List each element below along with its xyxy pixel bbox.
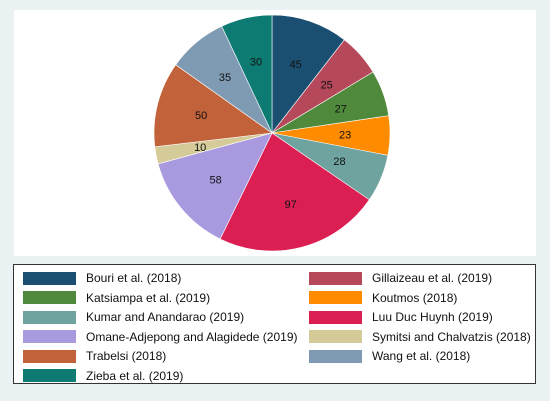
- legend-item-3: Koutmos (2018): [309, 289, 457, 307]
- legend-item-10: Zieba et al. (2019): [23, 367, 183, 385]
- legend-swatch-6: [23, 330, 76, 343]
- pie-slice-label-5: 97: [284, 199, 296, 211]
- pie-slice-label-10: 30: [250, 57, 262, 69]
- pie-slice-label-0: 45: [290, 59, 302, 71]
- legend-item-0: Bouri et al. (2018): [23, 269, 181, 287]
- legend-label-2: Katsiampa et al. (2019): [86, 290, 211, 305]
- pie-slice-label-7: 10: [194, 142, 206, 154]
- legend-label-10: Zieba et al. (2019): [86, 368, 184, 383]
- legend-swatch-3: [309, 291, 362, 304]
- legend-item-7: Symitsi and Chalvatzis (2018): [309, 328, 531, 346]
- legend-swatch-7: [309, 330, 362, 343]
- legend-swatch-10: [23, 369, 76, 382]
- legend-label-3: Koutmos (2018): [372, 290, 458, 305]
- plot-area: 45 25 27 23 28 97 58 10 50 35 30: [14, 10, 536, 256]
- legend-label-9: Wang et al. (2018): [372, 349, 471, 363]
- legend-label-4: Kumar and Anandarao (2019): [86, 310, 245, 324]
- legend-item-6: Omane-Adjepong and Alagidede (2019): [23, 328, 298, 346]
- legend-item-4: Kumar and Anandarao (2019): [23, 308, 244, 326]
- legend-label-0: Bouri et al. (2018): [86, 271, 182, 285]
- pie-slice-10: [221, 14, 273, 134]
- legend-swatch-1: [309, 271, 362, 285]
- legend-label-7: Symitsi and Chalvatzis (2018): [372, 329, 531, 344]
- pie-slice-label-9: 35: [219, 72, 231, 84]
- legend-swatch-9: [309, 349, 362, 363]
- pie-slice-label-4: 28: [333, 156, 345, 168]
- pie-slice-label-2: 27: [335, 103, 347, 115]
- pie-slice-6: [157, 132, 273, 240]
- pie-slice-label-1: 25: [321, 79, 333, 91]
- legend-item-2: Katsiampa et al. (2019): [23, 289, 210, 307]
- pie-slices: [153, 14, 391, 252]
- legend-swatch-4: [23, 310, 76, 324]
- pie-slice-5: [219, 132, 370, 252]
- pie-slice-label-3: 23: [339, 130, 351, 142]
- legend-label-5: Luu Duc Huynh (2019): [372, 310, 493, 324]
- legend-item-9: Wang et al. (2018): [309, 347, 470, 365]
- legend-swatch-2: [23, 291, 76, 304]
- pie-slice-label-8: 50: [195, 110, 207, 122]
- legend-swatch-0: [23, 271, 76, 285]
- legend: Bouri et al. (2018) Gillaizeau et al. (20…: [13, 264, 536, 384]
- pie-slice-0: [271, 14, 345, 134]
- legend-swatch-5: [309, 310, 362, 324]
- pie-slice-8: [153, 64, 273, 148]
- legend-label-1: Gillaizeau et al. (2019): [372, 271, 493, 285]
- legend-swatch-8: [23, 349, 76, 363]
- legend-item-5: Luu Duc Huynh (2019): [309, 308, 493, 326]
- legend-item-1: Gillaizeau et al. (2019): [309, 269, 492, 287]
- legend-label-8: Trabelsi (2018): [86, 349, 167, 363]
- legend-label-6: Omane-Adjepong and Alagidede (2019): [86, 329, 298, 344]
- legend-item-8: Trabelsi (2018): [23, 347, 166, 365]
- pie-slice-label-6: 58: [209, 175, 221, 187]
